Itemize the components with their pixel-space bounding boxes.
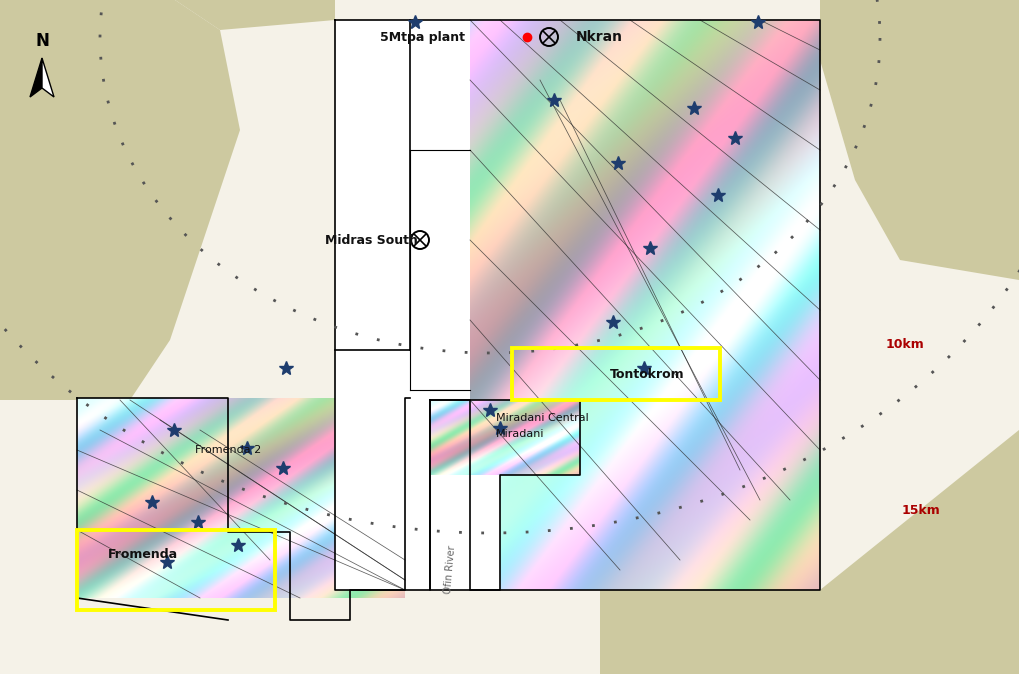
Polygon shape [820,0,1019,280]
Polygon shape [335,20,470,590]
Text: N: N [35,32,49,50]
Bar [512,348,720,400]
Polygon shape [30,58,42,97]
Text: Nkran: Nkran [576,30,623,44]
Polygon shape [0,0,240,400]
Text: 15km: 15km [902,503,941,516]
Polygon shape [410,150,470,390]
Polygon shape [42,58,54,97]
Text: Fromenda: Fromenda [108,547,178,561]
Polygon shape [430,400,580,590]
Text: Midras South: Midras South [325,233,418,247]
Text: Miradani: Miradani [496,429,544,439]
Bar [77,530,275,610]
Polygon shape [175,0,335,30]
Text: 10km: 10km [886,338,925,352]
Text: Tontokrom: Tontokrom [610,369,685,381]
Text: Fromenda 2: Fromenda 2 [195,445,261,455]
Text: Miradani Central: Miradani Central [496,413,589,423]
Polygon shape [600,395,1019,674]
Text: 5Mtpa plant: 5Mtpa plant [380,30,465,44]
Text: Ofin River: Ofin River [443,545,458,594]
